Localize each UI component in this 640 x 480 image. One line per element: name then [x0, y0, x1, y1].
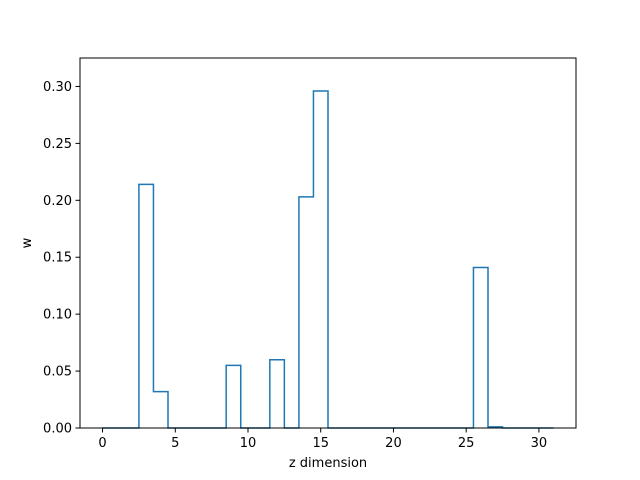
y-axis-ticks: 0.00 0.05 0.10 0.15 0.20 0.25 0.30 [43, 80, 80, 437]
x-axis-ticks: 0 5 10 15 20 25 30 [98, 428, 547, 451]
x-tick-label: 10 [240, 436, 257, 451]
series-line-0 [102, 90, 554, 429]
series-layer [102, 90, 554, 429]
x-axis-label: z dimension [289, 456, 367, 471]
y-tick-label: 0.25 [43, 137, 72, 152]
x-tick-label: 25 [458, 436, 475, 451]
axes-frame [79, 57, 577, 429]
x-tick-label: 15 [312, 436, 329, 451]
y-tick-label: 0.05 [43, 365, 72, 380]
y-tick-label: 0.20 [43, 194, 72, 209]
y-tick-label: 0.15 [43, 251, 72, 266]
y-axis-label: w [20, 237, 35, 248]
y-tick-label: 0.30 [43, 80, 72, 95]
x-tick-label: 30 [531, 436, 548, 451]
y-tick-label: 0.00 [43, 422, 72, 437]
x-tick-label: 20 [385, 436, 402, 451]
x-tick-label: 5 [171, 436, 179, 451]
x-tick-label: 0 [98, 436, 106, 451]
y-tick-label: 0.10 [43, 308, 72, 323]
